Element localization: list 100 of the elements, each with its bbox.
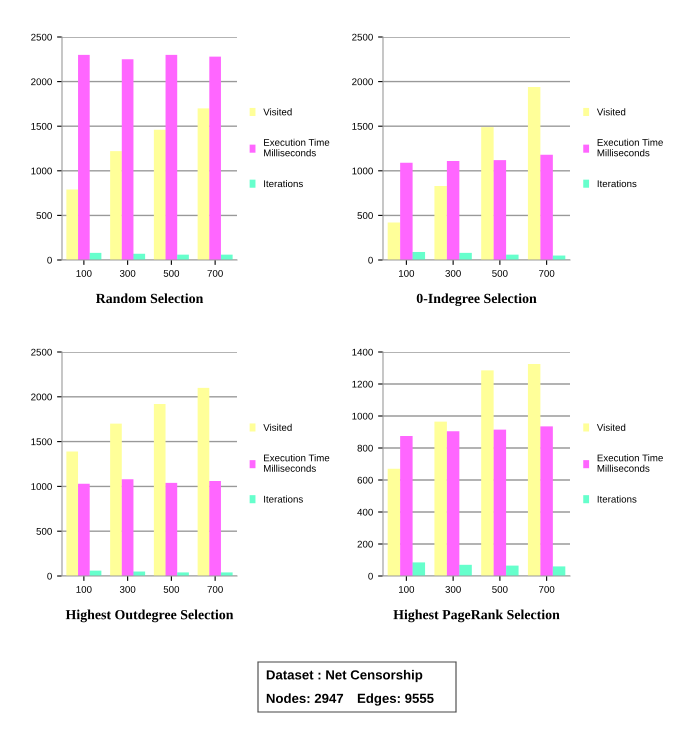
x-tick-label: 700 [539,586,554,593]
bar [400,162,413,260]
x-tick-label: 100 [76,270,92,277]
x-tick-label: 300 [445,586,461,593]
x-tick-label: 300 [120,586,136,593]
bar [481,370,494,576]
x-tick-label: 500 [164,270,180,277]
bar [552,256,566,260]
bar [198,388,210,576]
x-tick-label: 500 [492,586,508,593]
y-tick-label: 500 [36,528,52,535]
x-tick-label: 700 [539,270,554,277]
legend-label: Visited [596,424,626,431]
bar [154,404,166,576]
x-tick-label: 100 [399,270,414,277]
bar [434,186,447,260]
x-tick-label: 100 [399,586,414,593]
text: Dataset : Net Censorship [266,670,422,682]
legend-label: Visited [596,108,626,116]
bar [446,431,460,576]
y-tick-label: 0 [47,256,52,264]
bar [434,422,447,576]
bar [209,56,221,260]
bar [122,59,134,260]
bar [494,160,506,260]
bar [220,254,233,260]
bar [166,482,178,576]
legend-label: Execution Time Milliseconds [264,138,330,156]
bar [78,54,90,260]
y-tick-label: 1400 [352,348,373,356]
legend-label: Execution Time Milliseconds [264,454,330,472]
y-tick-label: 0 [368,256,373,264]
bar [506,566,519,576]
bar [78,484,90,576]
text: Highest Outdegree Selection [66,610,234,622]
bar [494,430,506,576]
y-tick-label: 500 [36,212,52,220]
bar [166,54,178,260]
y-tick-label: 2500 [31,348,52,356]
bar [154,130,166,260]
x-tick-label: 700 [208,270,223,277]
bar [412,252,426,260]
x-tick-label: 300 [445,270,461,277]
bar [66,451,78,576]
y-tick-label: 1000 [352,412,373,420]
bar [90,252,102,260]
y-tick-label: 800 [357,444,373,452]
x-tick-label: 300 [120,270,136,277]
y-tick-label: 1500 [352,122,373,130]
bar [66,190,78,260]
legend-label: Execution Time Milliseconds [598,138,663,156]
y-tick-label: 2000 [352,78,373,86]
text: 0-Indegree Selection [416,293,537,306]
legend-label: Execution Time Milliseconds [598,454,663,472]
legend-label: Iterations [264,180,303,188]
y-tick-label: 2000 [31,78,52,86]
y-tick-label: 1500 [31,438,52,446]
legend-label: Iterations [598,180,636,188]
y-tick-label: 2500 [31,34,52,41]
legend-label: Iterations [598,496,636,503]
x-tick-label: 500 [492,270,508,277]
bar [552,566,566,576]
bar [388,468,400,576]
y-tick-label: 1200 [352,380,373,388]
legend-label: Iterations [264,496,303,503]
y-tick-label: 500 [357,212,373,220]
bar [506,254,519,260]
bar [540,154,553,260]
bar [198,108,210,260]
text: Nodes: 2947 [266,693,344,704]
y-tick-label: 0 [368,572,373,580]
y-tick-label: 400 [357,508,373,516]
bar [122,479,134,576]
y-tick-label: 1000 [352,168,373,174]
text: Random Selection [96,293,204,304]
bar [481,127,494,260]
bar [528,86,540,260]
bar [446,160,460,260]
x-tick-label: 700 [208,586,223,593]
bar [400,436,413,576]
bar [177,254,189,260]
y-tick-label: 200 [358,540,373,548]
y-tick-label: 600 [358,476,373,484]
y-tick-label: 0 [47,572,52,580]
text: Edges: 9555 [358,693,434,706]
y-tick-label: 2000 [31,394,52,400]
y-tick-label: 1000 [31,483,52,490]
bar [209,481,221,576]
legend-label: Visited [263,108,292,116]
y-tick-label: 1000 [31,168,52,174]
bar [540,426,553,576]
legend-label: Visited [263,424,292,431]
bar [388,222,400,260]
bar [528,364,540,576]
bar [90,570,102,576]
bar [110,424,122,576]
bar [459,252,472,260]
text: Highest PageRank Selection [393,610,560,622]
bar [110,151,122,260]
x-tick-label: 500 [164,586,180,593]
